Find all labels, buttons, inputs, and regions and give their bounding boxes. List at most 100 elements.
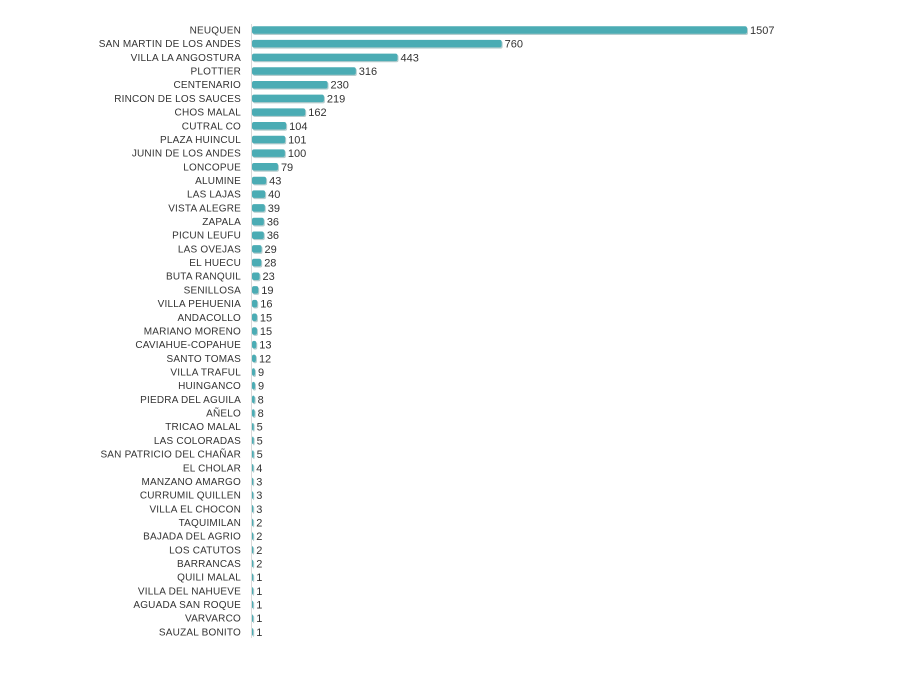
category-label: CHOS MALAL bbox=[175, 108, 242, 119]
data-label: 219 bbox=[327, 93, 345, 105]
data-label: 3 bbox=[256, 476, 262, 488]
category-label: SAUZAL BONITO bbox=[159, 627, 241, 638]
data-label: 316 bbox=[359, 66, 377, 78]
data-label: 9 bbox=[258, 381, 264, 393]
bar bbox=[252, 450, 254, 458]
data-label: 1 bbox=[256, 586, 262, 598]
category-label: PLAZA HUINCUL bbox=[160, 135, 241, 146]
bar bbox=[252, 258, 262, 267]
category-label: RINCON DE LOS SAUCES bbox=[114, 94, 241, 105]
data-label: 2 bbox=[256, 517, 262, 529]
category-label: AGUADA SAN ROQUE bbox=[133, 600, 241, 611]
data-label: 2 bbox=[256, 531, 262, 543]
bar bbox=[252, 245, 262, 253]
bar bbox=[252, 546, 254, 554]
category-label: BAJADA DEL AGRIO bbox=[143, 532, 241, 543]
category-label: LAS LAJAS bbox=[187, 190, 241, 201]
data-label: 79 bbox=[281, 162, 293, 174]
bar bbox=[252, 368, 255, 376]
data-label: 23 bbox=[263, 271, 275, 283]
bar bbox=[252, 628, 254, 636]
data-label: 1 bbox=[256, 572, 262, 584]
bar bbox=[252, 94, 324, 103]
data-label: 16 bbox=[260, 299, 272, 311]
data-label: 760 bbox=[505, 39, 523, 51]
bar bbox=[252, 464, 254, 472]
data-label: 36 bbox=[267, 217, 279, 229]
category-label: LAS OVEJAS bbox=[178, 244, 241, 255]
category-label: VILLA EL CHOCON bbox=[149, 504, 241, 515]
category-label: EL HUECU bbox=[189, 258, 241, 269]
category-label: CAVIAHUE-COPAHUE bbox=[135, 340, 241, 351]
bar bbox=[252, 135, 286, 144]
category-label: EL CHOLAR bbox=[183, 463, 241, 474]
bar bbox=[252, 587, 254, 595]
category-label: SAN PATRICIO DEL CHAÑAR bbox=[100, 448, 241, 461]
category-label: ANDACOLLO bbox=[178, 313, 242, 324]
data-label: 101 bbox=[288, 134, 306, 146]
data-label: 3 bbox=[256, 504, 262, 516]
bars-group bbox=[252, 26, 748, 637]
bar bbox=[252, 53, 398, 62]
data-label: 443 bbox=[401, 52, 419, 64]
bar-shadow bbox=[253, 560, 255, 569]
bar-shadow bbox=[253, 465, 255, 473]
bar bbox=[252, 149, 285, 157]
data-label: 3 bbox=[256, 490, 262, 502]
category-label: TRICAO MALAL bbox=[165, 422, 241, 433]
category-label: PIEDRA DEL AGUILA bbox=[140, 395, 241, 406]
category-label: MARIANO MORENO bbox=[144, 326, 241, 337]
data-label: 15 bbox=[260, 312, 272, 324]
category-label: AÑELO bbox=[206, 407, 241, 420]
bar bbox=[252, 176, 267, 185]
bar bbox=[252, 190, 266, 198]
bar bbox=[252, 381, 255, 390]
bar bbox=[252, 340, 257, 349]
category-label: VILLA DEL NAHUEVE bbox=[138, 586, 241, 597]
bar bbox=[252, 354, 256, 363]
bar bbox=[252, 231, 264, 239]
data-label: 1 bbox=[256, 600, 262, 612]
value-labels-group: 1507760443316230219162104101100794340393… bbox=[256, 25, 774, 639]
bar bbox=[252, 122, 287, 130]
data-label: 1 bbox=[256, 613, 262, 625]
bar bbox=[252, 272, 260, 280]
bar bbox=[252, 217, 264, 226]
bar bbox=[252, 67, 356, 75]
category-label: BARRANCAS bbox=[177, 559, 241, 570]
data-label: 5 bbox=[257, 449, 263, 461]
data-label: 1 bbox=[256, 627, 262, 639]
bar-shadow bbox=[253, 519, 255, 528]
data-label: 2 bbox=[256, 559, 262, 571]
data-label: 9 bbox=[258, 367, 264, 379]
data-label: 1507 bbox=[750, 25, 774, 37]
category-label: CUTRAL CO bbox=[182, 121, 241, 132]
category-label: VILLA PEHUENIA bbox=[158, 299, 242, 310]
category-label: LONCOPUE bbox=[183, 162, 241, 173]
bar-shadow bbox=[253, 574, 255, 583]
data-label: 39 bbox=[268, 203, 280, 215]
bar bbox=[252, 491, 254, 499]
category-labels-group: NEUQUEN SAN MARTIN DE LOS ANDES VILLA LA A… bbox=[99, 26, 241, 639]
bar bbox=[252, 505, 254, 513]
data-label: 28 bbox=[264, 258, 276, 270]
bar bbox=[252, 559, 254, 568]
bar bbox=[252, 286, 259, 294]
data-label: 8 bbox=[258, 408, 264, 420]
bar bbox=[252, 614, 254, 622]
category-label: SANTO TOMAS bbox=[167, 354, 242, 365]
bar-shadow bbox=[253, 533, 255, 542]
data-label: 8 bbox=[258, 394, 264, 406]
bar bbox=[252, 477, 254, 486]
bar-shadow bbox=[253, 547, 255, 555]
data-label: 5 bbox=[257, 422, 263, 434]
data-label: 162 bbox=[308, 107, 326, 119]
bar bbox=[252, 204, 265, 212]
category-label: VILLA LA ANGOSTURA bbox=[131, 53, 241, 64]
data-label: 40 bbox=[268, 189, 280, 201]
bar bbox=[252, 395, 255, 404]
data-label: 100 bbox=[288, 148, 306, 160]
data-label: 13 bbox=[259, 340, 271, 352]
data-label: 4 bbox=[256, 463, 262, 475]
category-label: PICUN LEUFU bbox=[172, 231, 241, 242]
